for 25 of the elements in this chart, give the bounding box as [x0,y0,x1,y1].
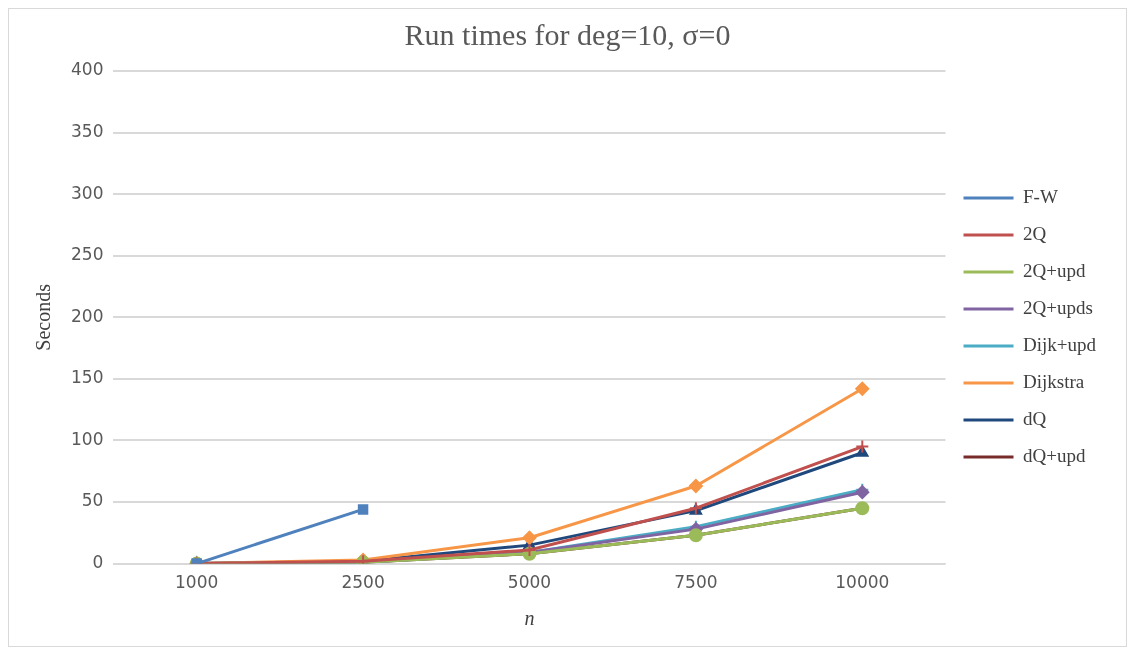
x-tick-label: 5000 [507,572,552,593]
y-tick-label: 150 [70,367,104,388]
y-tick-label: 250 [70,244,104,265]
legend-label: F-W [1023,185,1058,207]
legend-label: 2Q+upd [1023,259,1086,281]
legend-label: 2Q+upds [1023,296,1093,318]
legend-label: dQ+upd [1023,444,1086,466]
y-axis-title: Seconds [32,283,55,351]
legend-label: Dijk+upd [1023,333,1097,355]
x-tick-label: 2500 [341,572,385,593]
y-tick-label: 350 [70,121,104,141]
y-tick-label: 50 [81,490,104,511]
y-tick-label: 200 [70,305,104,326]
legend-label: 2Q [1023,222,1047,244]
x-tick-label: 7500 [674,572,718,593]
x-tick-label: 1000 [175,572,219,593]
legend-label: dQ [1023,407,1047,429]
y-tick-label: 0 [92,552,104,573]
y-tick-label: 100 [70,428,104,449]
y-tick-label: 400 [70,59,104,80]
chart-title: Run times for deg=10, σ=0 [404,17,731,51]
x-axis-title: n [524,607,535,630]
legend-label: Dijkstra [1023,370,1085,392]
x-tick-label: 10000 [835,572,890,593]
y-tick-label: 300 [70,182,104,203]
